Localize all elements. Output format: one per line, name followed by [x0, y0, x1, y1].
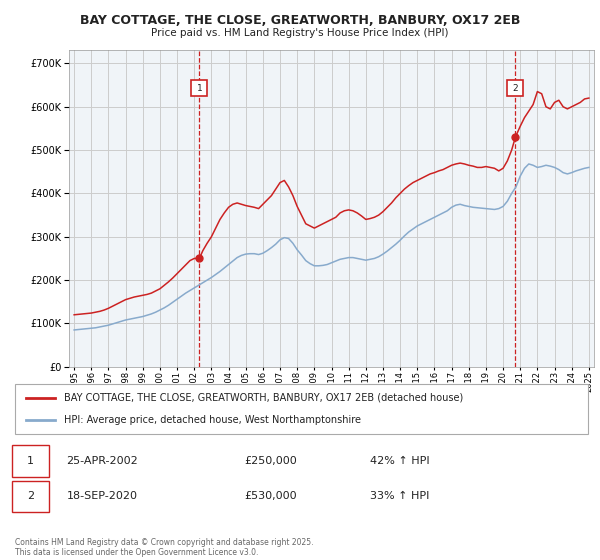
Text: 1: 1 [27, 456, 34, 466]
FancyBboxPatch shape [12, 446, 49, 477]
Text: £530,000: £530,000 [244, 492, 297, 501]
Text: HPI: Average price, detached house, West Northamptonshire: HPI: Average price, detached house, West… [64, 415, 361, 425]
Text: Price paid vs. HM Land Registry's House Price Index (HPI): Price paid vs. HM Land Registry's House … [151, 28, 449, 38]
Text: £250,000: £250,000 [244, 456, 297, 466]
Text: BAY COTTAGE, THE CLOSE, GREATWORTH, BANBURY, OX17 2EB: BAY COTTAGE, THE CLOSE, GREATWORTH, BANB… [80, 14, 520, 27]
Text: 2: 2 [27, 492, 34, 501]
FancyBboxPatch shape [15, 384, 588, 434]
Text: 42% ↑ HPI: 42% ↑ HPI [370, 456, 430, 466]
Text: 1: 1 [197, 84, 202, 93]
Text: 18-SEP-2020: 18-SEP-2020 [67, 492, 137, 501]
Text: BAY COTTAGE, THE CLOSE, GREATWORTH, BANBURY, OX17 2EB (detached house): BAY COTTAGE, THE CLOSE, GREATWORTH, BANB… [64, 393, 463, 403]
FancyBboxPatch shape [12, 480, 49, 512]
Text: 33% ↑ HPI: 33% ↑ HPI [370, 492, 430, 501]
Text: Contains HM Land Registry data © Crown copyright and database right 2025.
This d: Contains HM Land Registry data © Crown c… [15, 538, 314, 557]
Text: 2: 2 [512, 84, 518, 93]
Text: 25-APR-2002: 25-APR-2002 [67, 456, 139, 466]
